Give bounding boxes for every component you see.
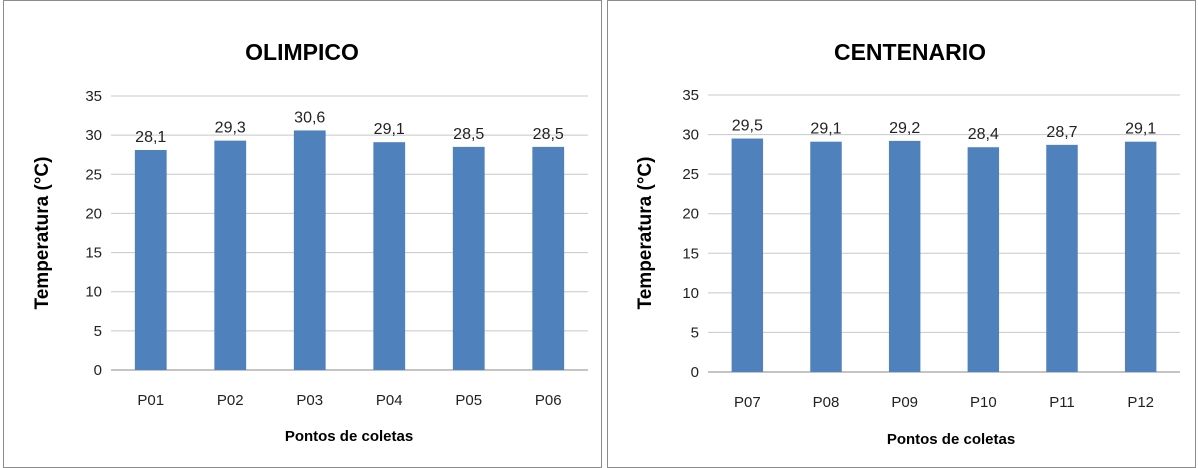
chart-title: CENTENARIO <box>834 39 986 65</box>
x-tick-label: P12 <box>1127 394 1154 411</box>
chart-centenario: CENTENARIO 0 5 10 15 20 25 30 35 P07 29,5 P08 29,1 P… <box>635 39 1180 448</box>
x-tick-label: P11 <box>1049 394 1075 411</box>
x-tick-label: P04 <box>376 392 403 409</box>
bar <box>810 141 842 372</box>
y-tick-label: 0 <box>94 362 102 379</box>
x-tick-label: P09 <box>891 394 918 411</box>
x-tick-label: P10 <box>970 394 997 411</box>
y-tick-label: 15 <box>682 245 699 262</box>
data-label: 28,4 <box>968 126 999 143</box>
y-tick-label: 20 <box>85 205 102 222</box>
x-tick-label: P02 <box>217 392 244 409</box>
y-tick-label: 15 <box>85 245 102 262</box>
bar <box>532 146 565 370</box>
y-axis-label: Temperatura (°C) <box>32 157 53 310</box>
y-tick-label: 5 <box>94 323 102 340</box>
data-label: 29,5 <box>732 118 763 135</box>
y-tick-label: 0 <box>691 364 699 381</box>
chart-title: OLIMPICO <box>245 39 359 65</box>
bar <box>293 130 326 370</box>
x-tick-label: P07 <box>734 394 761 411</box>
y-tick-label: 25 <box>682 166 699 183</box>
chart-panel-centenario: CENTENARIO 0 5 10 15 20 25 30 35 P07 29,5 P08 29,1 P… <box>607 0 1196 468</box>
data-label: 29,1 <box>374 121 405 138</box>
bar <box>134 150 167 370</box>
x-tick-label: P08 <box>813 394 840 411</box>
y-tick-label: 10 <box>85 284 102 301</box>
y-tick-label: 30 <box>85 127 102 144</box>
bar <box>967 147 1000 372</box>
y-tick-label: 20 <box>682 206 699 223</box>
bar <box>888 140 921 372</box>
bar <box>373 142 406 370</box>
x-tick-label: P05 <box>455 392 482 409</box>
y-tick-label: 5 <box>691 324 699 341</box>
data-label: 28,5 <box>533 126 564 143</box>
x-axis-label: Pontos de coletas <box>285 428 413 445</box>
data-label: 30,6 <box>294 109 325 126</box>
bar <box>214 140 247 370</box>
data-label: 28,5 <box>453 126 484 143</box>
chart-olimpico: OLIMPICO 0 5 10 15 20 25 30 35 P01 28,1 P02 29,3 P03… <box>32 39 588 445</box>
chart-panel-olimpico: OLIMPICO 0 5 10 15 20 25 30 35 P01 28,1 P02 29,3 P03… <box>3 0 602 468</box>
y-tick-label: 35 <box>682 87 699 104</box>
y-tick-label: 35 <box>85 88 102 105</box>
x-tick-label: P01 <box>137 392 164 409</box>
bar <box>1124 141 1157 372</box>
data-label: 28,7 <box>1046 124 1077 141</box>
x-tick-label: P06 <box>535 392 562 409</box>
y-tick-label: 30 <box>682 127 699 144</box>
data-label: 29,3 <box>215 120 246 137</box>
x-tick-label: P03 <box>296 392 323 409</box>
data-label: 29,2 <box>889 120 920 137</box>
y-axis-label: Temperatura (°C) <box>635 157 656 310</box>
data-label: 29,1 <box>810 121 841 138</box>
bar <box>1046 144 1078 372</box>
y-tick-label: 25 <box>85 166 102 183</box>
bar <box>452 146 485 370</box>
bar <box>731 138 764 372</box>
data-label: 29,1 <box>1125 121 1156 138</box>
data-label: 28,1 <box>135 129 166 146</box>
x-axis-label: Pontos de coletas <box>887 431 1015 448</box>
y-tick-label: 10 <box>682 285 699 302</box>
